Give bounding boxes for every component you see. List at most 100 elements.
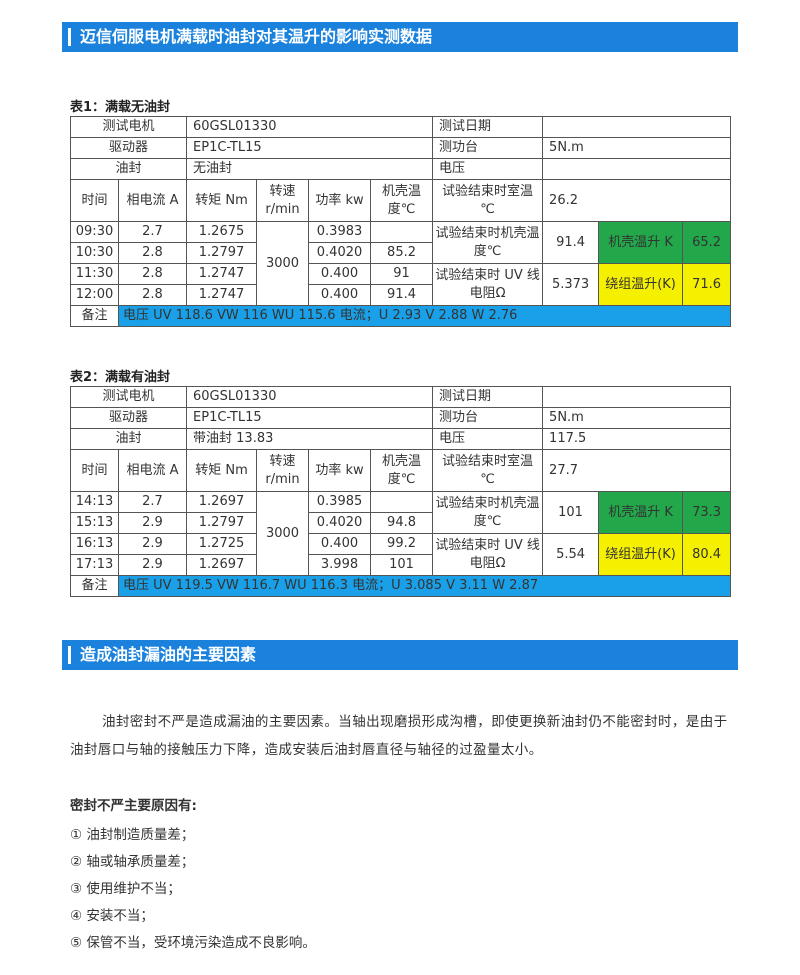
table-cell: 无油封 xyxy=(186,158,434,180)
table-cell: 相电流 A xyxy=(117,179,188,222)
table-cell: 91 xyxy=(370,263,434,285)
table-cell: 绕组温升(K) xyxy=(598,533,684,576)
table-cell: 60GSL01330 xyxy=(186,386,434,408)
table-cell: 16:13 xyxy=(70,533,119,555)
table-cell: 转矩 Nm xyxy=(186,179,258,222)
table-cell: 备注 xyxy=(70,575,119,597)
table-cell: 0.3983 xyxy=(308,221,372,243)
list-item: ② 轴或轴承质量差； xyxy=(70,854,195,870)
section-header: 迈信伺服电机满载时油封对其温升的影响实测数据 xyxy=(62,22,738,52)
table-cell: 1.2675 xyxy=(186,221,258,243)
table-row: 17:13 2.9 1.2697 3.998 101 xyxy=(70,554,731,576)
table-cell: 转矩 Nm xyxy=(186,449,258,492)
table-cell: 试验结束时室温 ℃ xyxy=(432,179,544,222)
table-cell: 09:30 xyxy=(70,221,119,243)
table-cell: 2.9 xyxy=(117,554,188,576)
table-cell: 91.4 xyxy=(542,221,600,264)
table-cell: 0.4020 xyxy=(308,242,372,264)
table-cell: 备注 xyxy=(70,305,119,327)
table-cell: 73.3 xyxy=(682,491,732,534)
table-cell: 3000 xyxy=(256,221,310,306)
table-cell: 71.6 xyxy=(682,263,732,306)
table-cell: 试验结束时机壳温度℃ xyxy=(432,221,544,264)
table-cell: 1.2797 xyxy=(186,512,258,534)
table-cell: 2.9 xyxy=(117,512,188,534)
list-item: ⑤ 保管不当，受环境污染造成不良影响。 xyxy=(70,935,316,951)
table-row: 油封 无油封 电压 xyxy=(69,158,732,180)
table-cell: 测试电机 xyxy=(69,116,188,138)
table-cell: 0.400 xyxy=(308,533,372,555)
table-cell: 0.4020 xyxy=(308,512,372,534)
table-row: 16:13 2.9 1.2725 0.400 99.2 试验结束时 UV 线电阻Ω 5.54… xyxy=(70,533,732,576)
table-cell xyxy=(542,116,732,138)
table-cell: 2.7 xyxy=(117,221,188,243)
table-cell: 91.4 xyxy=(370,284,434,306)
table-cell: 机壳温度℃ xyxy=(370,449,434,492)
table-cell: 5.54 xyxy=(542,533,600,576)
table-cell: 80.4 xyxy=(682,533,732,576)
table-cell: 117.5 xyxy=(542,428,732,450)
table-cell: 11:30 xyxy=(70,263,119,285)
table-row: 时间 相电流 A 转矩 Nm 转速 r/min 功率 kw 机壳温度℃ 试验结束时室温 ℃ 2… xyxy=(70,449,732,492)
table-cell: 5.373 xyxy=(542,263,600,306)
table-cell: 85.2 xyxy=(370,242,434,264)
table-cell: 绕组温升(K) xyxy=(598,263,684,306)
table-row: 备注 电压 UV 118.6 VW 116 WU 115.6 电流；U 2.93 … xyxy=(70,305,732,327)
table-cell: 2.8 xyxy=(117,263,188,285)
table-cell: 试验结束时 UV 线电阻Ω xyxy=(432,263,544,306)
table-cell: 转速 r/min xyxy=(256,179,310,222)
table-cell xyxy=(542,386,732,408)
table-cell: 测功台 xyxy=(432,137,544,159)
table-cell: 油封 xyxy=(69,158,188,180)
table-cell: 60GSL01330 xyxy=(186,116,434,138)
table-cell: 27.7 xyxy=(542,449,732,492)
table-cell: 功率 kw xyxy=(308,179,372,222)
table-cell: 机壳温升 K xyxy=(598,221,684,264)
table-cell: 2.9 xyxy=(117,533,188,555)
table-row: 驱动器 EP1C-TL15 测功台 5N.m xyxy=(69,137,732,159)
table-row: 11:30 2.8 1.2747 0.400 91 试验结束时 UV 线电阻Ω 5.373 绕… xyxy=(70,263,732,306)
table-cell: 10:30 xyxy=(70,242,119,264)
table-cell: 3000 xyxy=(256,491,310,576)
table-cell: 转速 r/min xyxy=(256,449,310,492)
table-cell: 1.2797 xyxy=(186,242,258,264)
table-cell xyxy=(370,221,434,243)
table-cell: 时间 xyxy=(70,179,119,222)
table-row: 驱动器 EP1C-TL15 测功台 5N.m xyxy=(69,407,732,429)
table-row: 09:30 2.7 1.2675 3000 0.3983 试验结束时机壳温度℃ 91.4 机壳… xyxy=(70,221,732,306)
table-cell: 测试日期 xyxy=(432,386,544,408)
table-row: 10:30 2.8 1.2797 0.4020 85.2 xyxy=(70,242,731,264)
table-cell: 电压 UV 118.6 VW 116 WU 115.6 电流；U 2.93 V … xyxy=(117,305,732,327)
table-cell: 相电流 A xyxy=(117,449,188,492)
table: 测试电机 60GSL01330 测试日期 驱动器 EP1C-TL15 测功台 5N.m 油封无… xyxy=(69,116,732,327)
table-cell: 试验结束时 UV 线电阻Ω xyxy=(432,533,544,576)
table-cell: 65.2 xyxy=(682,221,732,264)
table-cell xyxy=(370,491,434,513)
table-caption: 表1：满载无油封 xyxy=(70,100,171,115)
table-row: 备注 电压 UV 119.5 VW 116.7 WU 116.3 电流；U 3.0… xyxy=(70,575,732,597)
table-cell: 试验结束时室温 ℃ xyxy=(432,449,544,492)
table-row: 15:13 2.9 1.2797 0.4020 94.8 xyxy=(70,512,731,534)
table-cell: 14:13 xyxy=(70,491,119,513)
list-item: ③ 使用维护不当； xyxy=(70,881,181,897)
table-cell: 2.8 xyxy=(117,242,188,264)
table-cell: 101 xyxy=(542,491,600,534)
table-cell: 测试日期 xyxy=(432,116,544,138)
table-cell: 油封 xyxy=(69,428,188,450)
paragraph: 油封密封不严是造成漏油的主要因素。当轴出现磨损形成沟槽，即使更换新油封仍不能密封… xyxy=(70,714,728,758)
table-cell: 101 xyxy=(370,554,434,576)
table-cell: 驱动器 xyxy=(69,407,188,429)
table-row: 测试电机 60GSL01330 测试日期 xyxy=(69,116,732,138)
table-cell: 1.2697 xyxy=(186,491,258,513)
table-cell: 2.7 xyxy=(117,491,188,513)
table-row: 14:13 2.7 1.2697 3000 0.3985 试验结束时机壳温度℃ 101 机壳温… xyxy=(70,491,732,576)
table-cell: 时间 xyxy=(70,449,119,492)
table-cell: 17:13 xyxy=(70,554,119,576)
table-cell: 2.8 xyxy=(117,284,188,306)
table-cell: 12:00 xyxy=(70,284,119,306)
table-cell: 1.2747 xyxy=(186,263,258,285)
table-cell: 电压 xyxy=(432,158,544,180)
table-cell: 1.2725 xyxy=(186,533,258,555)
section-header: 造成油封漏油的主要因素 xyxy=(62,640,738,670)
